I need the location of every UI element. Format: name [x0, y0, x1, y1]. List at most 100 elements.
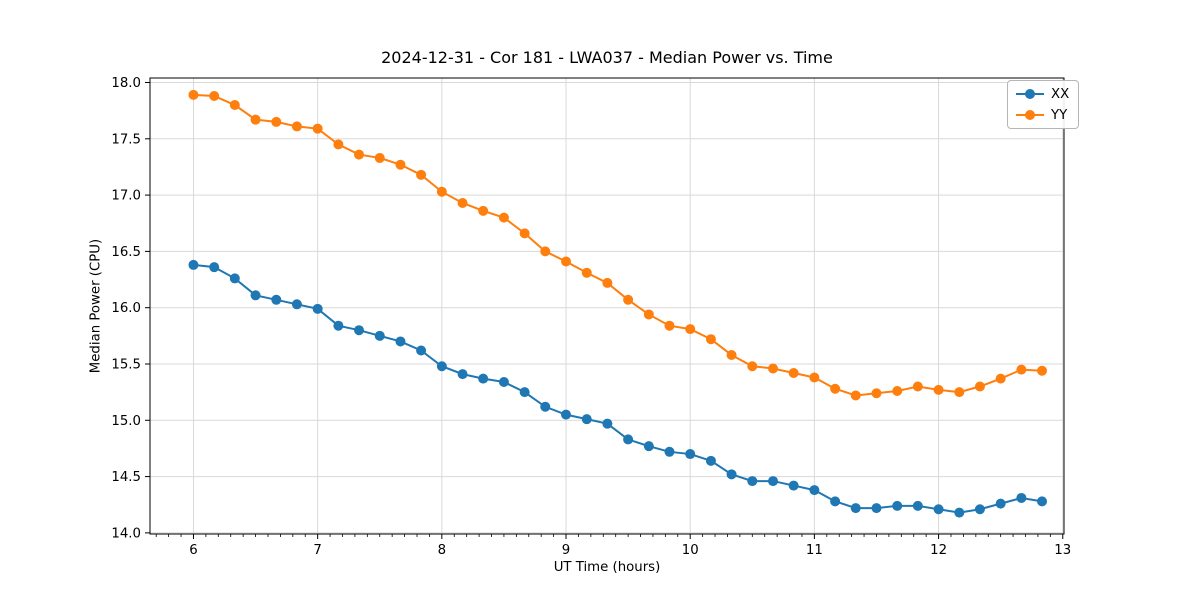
data-point	[892, 386, 903, 397]
data-point	[788, 367, 799, 378]
data-point	[643, 309, 654, 320]
data-point	[561, 409, 572, 420]
axes-frame	[149, 77, 1065, 535]
data-point	[457, 197, 468, 208]
y-tick-label: 18.0	[111, 76, 141, 91]
data-point	[747, 361, 758, 372]
legend-label: XX	[1051, 86, 1070, 102]
data-point	[436, 186, 447, 197]
data-point	[581, 414, 592, 425]
data-point	[995, 498, 1006, 509]
y-tick-label: 17.5	[111, 132, 141, 147]
data-point	[354, 149, 365, 160]
data-point	[374, 330, 385, 341]
data-point	[540, 246, 551, 257]
data-point	[768, 363, 779, 374]
x-tick-label: 13	[1054, 543, 1071, 558]
data-point	[188, 89, 199, 100]
data-point	[726, 469, 737, 480]
data-point	[602, 418, 613, 429]
data-point	[850, 390, 861, 401]
data-point	[188, 259, 199, 270]
series-XX-markers	[188, 259, 1048, 518]
data-point	[788, 480, 799, 491]
data-point	[705, 334, 716, 345]
y-tick-label: 16.0	[111, 301, 141, 316]
data-point	[664, 446, 675, 457]
x-tick-label: 8	[438, 543, 446, 558]
data-point	[974, 504, 985, 515]
y-tick-label: 14.0	[111, 526, 141, 541]
x-tick-label: 11	[806, 543, 823, 558]
data-point	[519, 387, 530, 398]
data-point	[747, 476, 758, 487]
legend-item-YY: YY	[1015, 106, 1069, 124]
data-point	[809, 485, 820, 496]
data-point	[229, 100, 240, 111]
data-point	[498, 377, 509, 387]
data-point	[209, 91, 220, 102]
data-point	[250, 114, 261, 125]
data-point	[540, 401, 551, 412]
data-point	[892, 500, 903, 511]
data-point	[354, 325, 365, 336]
data-point	[685, 324, 696, 335]
y-tick-label: 15.5	[111, 357, 141, 372]
data-point	[1016, 364, 1027, 375]
series-YY-line	[193, 93, 1043, 397]
data-point	[643, 441, 654, 452]
data-point	[312, 303, 323, 314]
data-point	[830, 496, 841, 507]
x-tick-label: 10	[682, 543, 699, 558]
data-point	[768, 476, 779, 487]
data-point	[912, 500, 923, 511]
x-tick-label: 6	[189, 543, 197, 558]
data-point	[685, 449, 696, 460]
y-tick-label: 16.5	[111, 245, 141, 260]
data-point	[912, 381, 923, 392]
y-tick-label: 14.5	[111, 470, 141, 485]
data-point	[436, 361, 447, 372]
data-point	[333, 139, 344, 150]
data-point	[1016, 492, 1027, 503]
data-point	[664, 320, 675, 331]
data-point	[291, 299, 302, 310]
x-axis-label: UT Time (hours)	[553, 560, 661, 575]
data-point	[726, 349, 737, 360]
legend-label: YY	[1051, 107, 1068, 123]
data-point	[830, 383, 841, 394]
series-YY-markers	[188, 89, 1048, 401]
x-tick-label: 12	[930, 543, 947, 558]
data-point	[705, 455, 716, 466]
data-point	[333, 320, 344, 331]
data-point	[850, 503, 861, 514]
legend-marker-YY	[1016, 110, 1044, 120]
data-point	[933, 504, 944, 515]
data-point	[954, 387, 965, 398]
data-point	[209, 262, 220, 273]
data-point	[478, 373, 489, 384]
data-point	[416, 169, 427, 180]
data-point	[871, 503, 882, 514]
data-point	[374, 152, 385, 163]
data-point	[623, 434, 634, 445]
data-point	[871, 388, 882, 399]
data-point	[581, 267, 592, 278]
data-point	[271, 294, 282, 305]
data-point	[954, 507, 965, 518]
legend: XX YY	[1007, 80, 1080, 129]
data-point	[974, 381, 985, 392]
data-point	[995, 373, 1006, 384]
y-tick-label: 17.0	[111, 189, 141, 204]
legend-marker-XX	[1016, 89, 1044, 99]
data-point	[1037, 365, 1048, 376]
x-tick-label: 9	[562, 543, 570, 558]
data-point	[395, 159, 406, 170]
data-point	[478, 205, 489, 216]
x-tick-label: 7	[313, 543, 321, 558]
data-point	[457, 369, 468, 380]
data-point	[416, 345, 427, 356]
data-point	[933, 384, 944, 395]
data-point	[623, 294, 634, 305]
